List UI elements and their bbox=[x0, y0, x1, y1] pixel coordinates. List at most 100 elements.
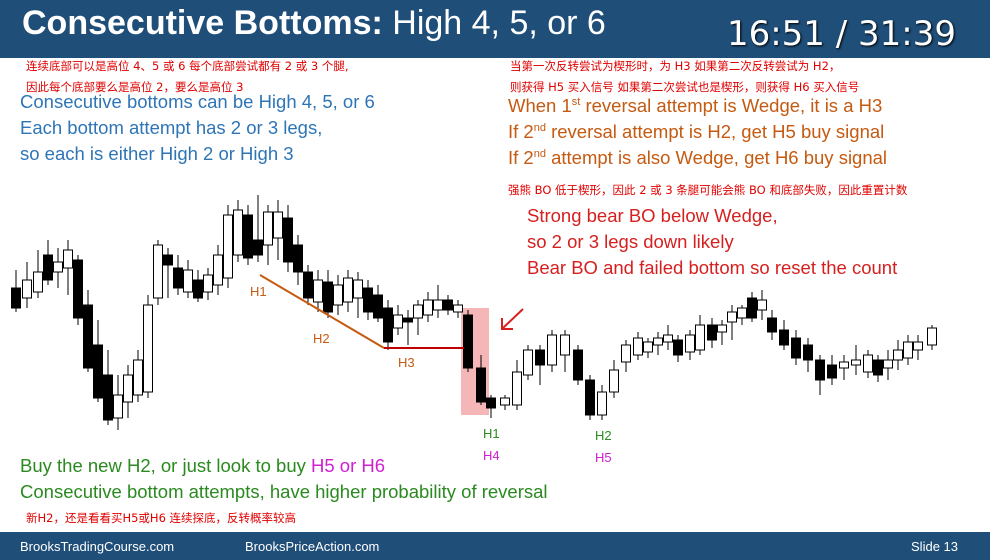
bear-candle bbox=[827, 364, 837, 379]
bear-candle bbox=[293, 244, 303, 273]
cn-note-right-2: 则获得 H5 买入信号 如果第二次尝试也是楔形，则获得 H6 买入信号 bbox=[510, 80, 860, 94]
bear-candle bbox=[443, 299, 453, 311]
bear-candle bbox=[463, 314, 473, 369]
bull-candle bbox=[413, 304, 423, 319]
label-h4: H4 bbox=[483, 448, 500, 463]
bear-candle bbox=[73, 259, 83, 319]
bear-candle bbox=[673, 339, 683, 356]
bear-candle bbox=[303, 271, 313, 299]
right-text-3: If 2nd attempt is also Wedge, get H6 buy… bbox=[508, 147, 888, 169]
bull-candle bbox=[685, 334, 695, 353]
bull-candle bbox=[523, 349, 533, 376]
bear-candle bbox=[253, 239, 263, 256]
red-text-3: Bear BO and failed bottom so reset the c… bbox=[527, 257, 898, 278]
wedge-trendline bbox=[259, 274, 385, 349]
bull-candle bbox=[22, 279, 32, 299]
bull-candle bbox=[863, 354, 873, 373]
bull-candle bbox=[883, 359, 893, 369]
bear-candle bbox=[403, 317, 413, 323]
bear-candle bbox=[573, 349, 583, 381]
bull-candle bbox=[153, 244, 163, 299]
slide-number: Slide 13 bbox=[911, 539, 958, 554]
bull-candle bbox=[63, 249, 73, 269]
bull-candle bbox=[453, 304, 463, 313]
label-h3-wedge: H3 bbox=[398, 355, 415, 370]
footer-left-link[interactable]: BrooksTradingCourse.com bbox=[20, 539, 175, 554]
candles bbox=[11, 195, 937, 430]
bull-candle bbox=[839, 361, 849, 369]
bear-candle bbox=[486, 397, 496, 409]
bull-candle bbox=[263, 211, 273, 246]
bear-candle bbox=[803, 344, 813, 361]
bear-candle bbox=[815, 359, 825, 381]
bear-candle bbox=[779, 329, 789, 346]
bull-candle bbox=[609, 369, 619, 393]
bull-candle bbox=[695, 324, 705, 351]
bear-candle bbox=[243, 214, 253, 259]
bear-candle bbox=[373, 294, 383, 319]
left-text-2: Each bottom attempt has 2 or 3 legs, bbox=[20, 117, 323, 138]
bull-candle bbox=[500, 397, 510, 406]
video-timer: 16:51 / 31:39 bbox=[726, 14, 956, 54]
bull-candle bbox=[393, 314, 403, 329]
bear-candle bbox=[383, 307, 393, 343]
bull-candle bbox=[663, 334, 673, 343]
cn-note-left-1: 连续底部可以是高位 4、5 或 6 每个底部尝试都有 2 或 3 个腿, bbox=[26, 59, 349, 73]
bull-candle bbox=[717, 324, 727, 333]
bull-candle bbox=[597, 391, 607, 416]
bear-candle bbox=[93, 344, 103, 399]
bull-candle bbox=[737, 307, 747, 319]
bull-candle bbox=[233, 209, 243, 256]
red-text-2: so 2 or 3 legs down likely bbox=[527, 231, 734, 252]
bull-candle bbox=[893, 349, 903, 361]
cn-note-middle: 强熊 BO 低于楔形，因此 2 或 3 条腿可能会熊 BO 和底部失败，因此重置… bbox=[508, 183, 908, 197]
bear-candle bbox=[873, 359, 883, 376]
bull-candle bbox=[143, 304, 153, 393]
slide-title: Consecutive Bottoms: High 4, 5, or 6 bbox=[22, 4, 606, 42]
bull-candle bbox=[927, 327, 937, 346]
bear-candle bbox=[103, 374, 113, 421]
label-h1-new: H1 bbox=[483, 426, 500, 441]
cn-note-bottom: 新H2，还是看看买H5或H6 连续探底，反转概率较高 bbox=[26, 511, 297, 525]
bear-candle bbox=[363, 287, 373, 313]
bear-candle bbox=[323, 281, 333, 313]
bear-candle bbox=[11, 287, 21, 309]
bull-candle bbox=[33, 271, 43, 293]
bear-candle bbox=[193, 279, 203, 299]
bull-candle bbox=[123, 374, 133, 403]
bull-candle bbox=[621, 344, 631, 363]
bull-candle bbox=[113, 394, 123, 419]
bull-candle bbox=[273, 211, 283, 239]
bottom-text-2: Consecutive bottom attempts, have higher… bbox=[20, 481, 548, 502]
bull-candle bbox=[343, 277, 353, 303]
bull-candle bbox=[53, 261, 63, 273]
label-h2-new: H2 bbox=[595, 428, 612, 443]
bull-candle bbox=[727, 311, 737, 323]
bear-candle bbox=[707, 324, 717, 341]
footer-middle-link[interactable]: BrooksPriceAction.com bbox=[245, 539, 380, 554]
bull-candle bbox=[183, 269, 193, 293]
bull-candle bbox=[223, 214, 233, 279]
bear-candle bbox=[535, 349, 545, 366]
candlestick-chart bbox=[11, 195, 937, 430]
bull-candle bbox=[313, 279, 323, 303]
bull-candle bbox=[133, 359, 143, 396]
left-text-1: Consecutive bottoms can be High 4, 5, or… bbox=[20, 91, 375, 112]
cn-note-right-1: 当第一次反转尝试为楔形时，为 H3 如果第二次反转尝试为 H2， bbox=[510, 59, 841, 73]
label-h1-wedge: H1 bbox=[250, 284, 267, 299]
bear-candle bbox=[747, 297, 757, 319]
bear-candle bbox=[43, 254, 53, 281]
bull-candle bbox=[213, 254, 223, 286]
bull-candle bbox=[560, 334, 570, 356]
red-arrow bbox=[501, 308, 524, 330]
bull-candle bbox=[653, 337, 663, 346]
bull-candle bbox=[643, 341, 653, 353]
bull-candle bbox=[353, 279, 363, 299]
bull-candle bbox=[903, 341, 913, 359]
bull-candle bbox=[757, 299, 767, 311]
bottom-text-1: Buy the new H2, or just look to buy H5 o… bbox=[20, 455, 386, 476]
bull-candle bbox=[423, 299, 433, 316]
bull-candle bbox=[203, 274, 213, 293]
bear-candle bbox=[283, 217, 293, 263]
footer-bar: BrooksTradingCourse.com BrooksPriceActio… bbox=[0, 532, 990, 560]
